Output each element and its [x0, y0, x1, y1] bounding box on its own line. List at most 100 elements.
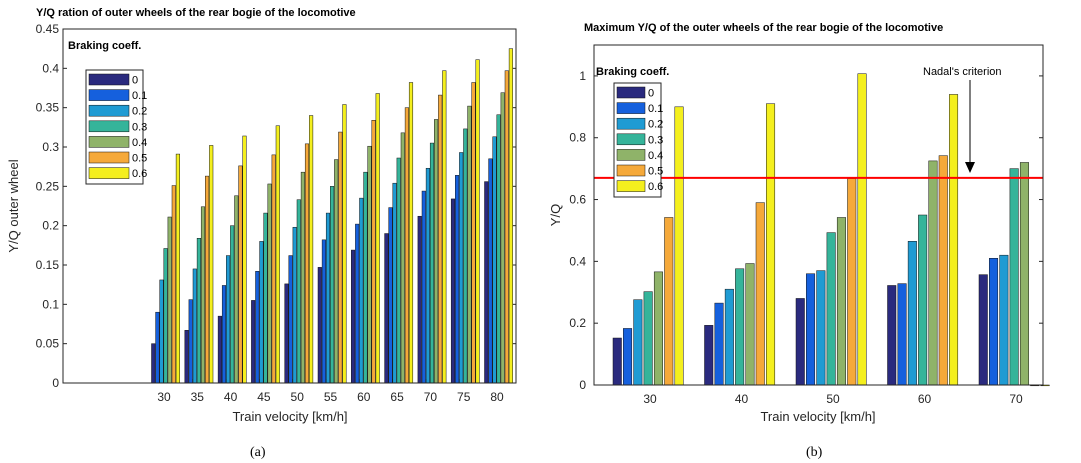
bar: [159, 279, 164, 384]
bar: [488, 158, 493, 384]
bar: [163, 248, 168, 384]
legend-swatch: [616, 133, 646, 146]
bar: [417, 215, 422, 384]
bar: [664, 217, 674, 386]
bar: [371, 120, 376, 384]
bar: [321, 239, 326, 384]
legend-label: 0.2: [648, 119, 663, 131]
bar: [355, 223, 360, 384]
legend-swatch: [88, 151, 130, 164]
legend-label: 0.4: [132, 137, 147, 149]
bar: [400, 132, 405, 384]
chart-b-bars: [612, 73, 1050, 387]
x-tick-label: 55: [324, 390, 338, 404]
bar: [496, 114, 501, 384]
y-tick-label: 0.45: [36, 22, 60, 36]
y-tick-label: 0.25: [36, 179, 60, 193]
y-tick-label: 0: [52, 376, 59, 390]
bar: [623, 328, 633, 386]
y-tick-label: 0.2: [569, 316, 586, 330]
chart-a-ylabel: Y/Q outer wheel: [6, 159, 21, 252]
bar: [816, 270, 826, 386]
legend-label: 0: [132, 75, 138, 87]
bar: [184, 330, 189, 384]
x-tick-label: 60: [357, 390, 371, 404]
bar: [338, 131, 343, 384]
chart-a-xlabel: Train velocity [km/h]: [232, 409, 347, 424]
y-tick-label: 0.05: [36, 337, 60, 351]
bar: [500, 92, 505, 384]
legend-swatch: [616, 117, 646, 130]
bar: [284, 283, 289, 384]
chart-b-legend: 0 0.1 0.2 0.3 0.4 0.5 0.6: [613, 82, 663, 198]
bar: [907, 241, 917, 386]
chart-a-bars: [151, 48, 513, 384]
bar: [342, 104, 347, 384]
bar: [167, 216, 172, 384]
bar: [392, 182, 397, 384]
y-tick-label: 0.1: [42, 297, 59, 311]
y-tick-label: 0.4: [42, 61, 59, 75]
bar: [450, 198, 456, 384]
bar: [200, 206, 206, 384]
bar: [806, 273, 816, 386]
chart-a-legend-title: Braking coeff.: [68, 40, 141, 52]
bar: [836, 217, 846, 386]
legend-swatch: [88, 73, 130, 86]
bar: [421, 190, 426, 384]
y-tick-label: 0.8: [569, 131, 586, 145]
bar: [230, 225, 235, 384]
bar: [434, 119, 439, 384]
bar: [674, 106, 684, 386]
chart-a-legend: 0 0.1 0.2 0.3 0.4 0.5 0.6: [85, 69, 147, 185]
legend-swatch: [616, 102, 646, 114]
legend-label: 0.6: [132, 168, 147, 180]
y-tick-label: 0.35: [36, 101, 60, 115]
chart-b: Maximum Y/Q of the outer wheels of the r…: [548, 22, 1050, 424]
bar: [938, 155, 948, 386]
bar: [633, 299, 643, 386]
bar: [999, 254, 1009, 386]
bar: [928, 160, 938, 386]
y-tick-label: 0.6: [569, 193, 586, 207]
bar: [408, 82, 414, 384]
x-tick-label: 80: [490, 390, 504, 404]
bar: [221, 285, 227, 384]
bar: [504, 70, 509, 384]
y-tick-label: 0.3: [42, 140, 59, 154]
bar: [242, 135, 247, 384]
bar: [704, 325, 714, 386]
bar: [484, 181, 489, 384]
bar: [255, 271, 260, 384]
bar: [396, 157, 401, 384]
chart-a-title: Y/Q ration of outer wheels of the rear b…: [36, 7, 356, 19]
bar: [226, 255, 231, 384]
x-tick-label: 30: [643, 392, 657, 406]
chart-b-ylabel: Y/Q: [548, 204, 563, 226]
legend-label: 0.4: [648, 150, 663, 162]
bar: [375, 93, 380, 384]
bar: [259, 241, 264, 384]
x-tick-label: 60: [918, 392, 932, 406]
bar: [897, 283, 907, 386]
chart-a-ticks: 0 0.05 0.1 0.15 0.2 0.25 0.3 0.35 0.4 0.45 30 35 40 4…: [36, 22, 516, 404]
x-tick-label: 70: [1009, 392, 1023, 406]
legend-label: 0.3: [648, 134, 663, 146]
x-tick-label: 35: [191, 390, 205, 404]
legend-label: 0.3: [132, 121, 147, 133]
bar: [267, 183, 272, 384]
chart-b-ticks: 0 0.2 0.4 0.6 0.8 1 30 40 50 60 70: [569, 69, 1043, 406]
bar: [755, 202, 765, 386]
bar: [292, 226, 297, 384]
chart-b-title: Maximum Y/Q of the outer wheels of the r…: [584, 22, 943, 34]
bar: [459, 152, 464, 384]
bar: [209, 145, 214, 384]
bar: [317, 267, 322, 384]
bar: [351, 249, 356, 384]
x-tick-label: 70: [424, 390, 438, 404]
y-tick-label: 0.4: [569, 254, 586, 268]
bar: [795, 298, 805, 386]
legend-swatch: [88, 167, 130, 179]
bar: [826, 232, 836, 386]
